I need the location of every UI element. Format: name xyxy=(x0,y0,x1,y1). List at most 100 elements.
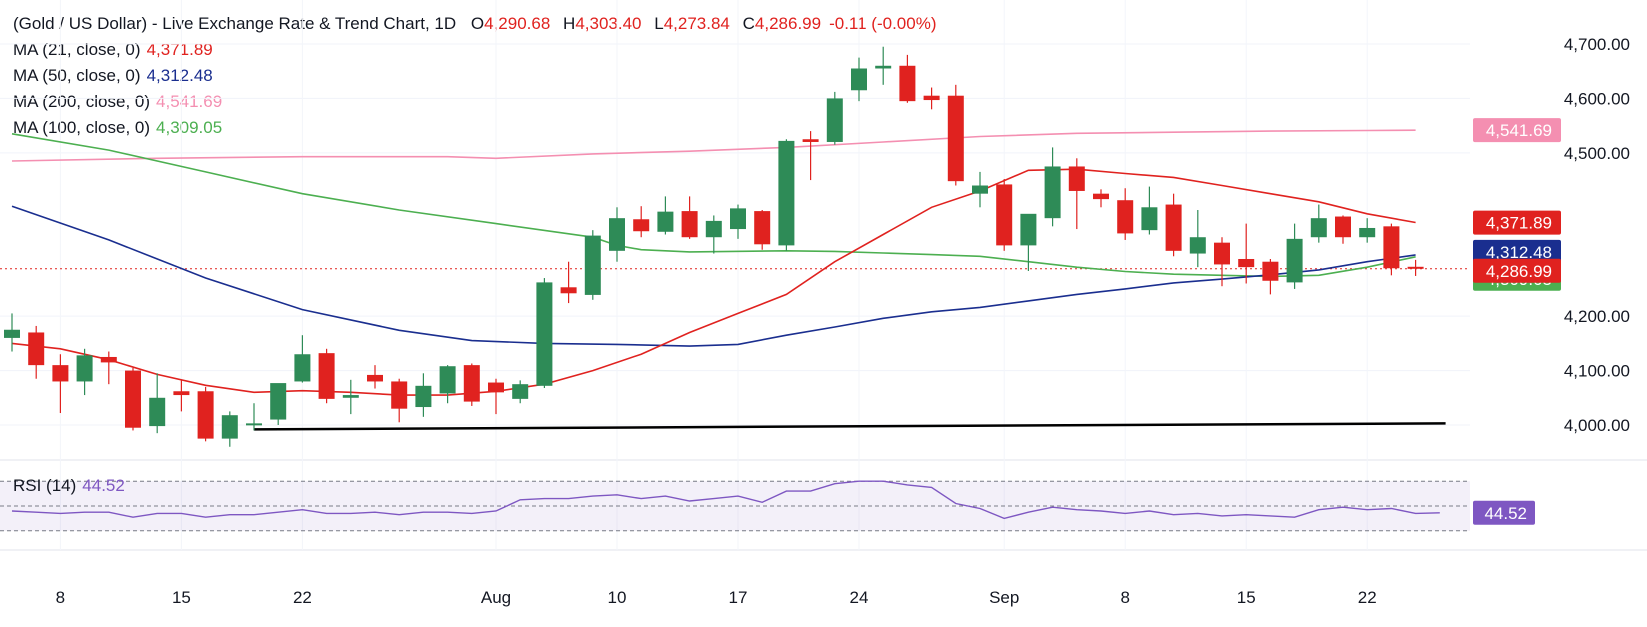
candle-body xyxy=(1117,200,1134,234)
candle-body xyxy=(633,219,650,232)
x-tick-label: Sep xyxy=(989,588,1019,607)
y-tick-label: 4,200.00 xyxy=(1564,307,1630,326)
candle-body xyxy=(1286,238,1303,283)
candle-body xyxy=(560,287,577,294)
candle-body xyxy=(342,395,359,398)
chart-header: (Gold / US Dollar) - Live Exchange Rate … xyxy=(13,14,945,34)
open-value: 4,290.68 xyxy=(484,14,551,33)
x-tick-label: Aug xyxy=(481,588,511,607)
legend-ma50-value: 4,312.48 xyxy=(146,66,213,85)
legend-ma50-label: MA (50, close, 0) xyxy=(13,66,141,85)
price-tag-label: 4,312.48 xyxy=(1486,243,1552,262)
candle-body xyxy=(923,95,940,101)
candle-body xyxy=(367,374,383,382)
candle-body xyxy=(415,385,432,408)
y-tick-label: 4,600.00 xyxy=(1564,89,1630,108)
candle-body xyxy=(1165,204,1182,251)
candle-body xyxy=(4,329,20,338)
candle-body xyxy=(536,282,553,386)
legend-ma21-value: 4,371.89 xyxy=(146,40,213,59)
candle-body xyxy=(1359,227,1376,238)
candle-body xyxy=(996,184,1013,246)
candle-body xyxy=(1238,258,1255,268)
candle-body xyxy=(100,356,117,363)
price-tag-label: 4,541.69 xyxy=(1486,121,1552,140)
price-tag xyxy=(1473,258,1561,283)
high-value: 4,303.40 xyxy=(575,14,642,33)
legend-ma200[interactable]: MA (200, close, 0) 4,541.69 xyxy=(13,92,228,112)
candle-body xyxy=(875,65,892,69)
candle-body xyxy=(899,65,916,102)
y-tick-label: 4,700.00 xyxy=(1564,35,1630,54)
candle-body xyxy=(294,354,311,382)
moving-average-lines xyxy=(11,129,1446,431)
candle-body xyxy=(1141,207,1158,231)
candle-body xyxy=(947,95,964,182)
candle-body xyxy=(802,139,819,142)
candle-body xyxy=(391,381,408,409)
x-tick-label: 10 xyxy=(608,588,627,607)
x-tick-label: 8 xyxy=(1120,588,1129,607)
candle-body xyxy=(28,332,45,366)
candle-body xyxy=(1093,193,1109,200)
candle-body xyxy=(246,423,262,426)
y-tick-label: 4,500.00 xyxy=(1564,144,1630,163)
candle-body xyxy=(1214,242,1230,265)
candle-body xyxy=(778,140,795,246)
x-tick-label: 8 xyxy=(56,588,65,607)
rsi-tag-label: 44.52 xyxy=(1484,504,1527,523)
price-tag xyxy=(1473,118,1561,143)
legend-ma21-label: MA (21, close, 0) xyxy=(13,40,141,59)
candle-body xyxy=(609,218,625,251)
close-key: C xyxy=(742,14,755,33)
ma21-line xyxy=(11,168,1416,396)
low-value: 4,273.84 xyxy=(663,14,730,33)
candle-body xyxy=(512,384,529,399)
candle-body xyxy=(1020,213,1037,246)
x-tick-label: 17 xyxy=(729,588,748,607)
ma100-line xyxy=(11,133,1416,278)
candle-body xyxy=(221,415,238,439)
candle-body xyxy=(1383,226,1400,269)
legend-rsi[interactable]: RSI (14) 44.52 xyxy=(13,476,131,496)
axis-labels: 4,700.00 4,600.00 4,500.00 4,200.00 4,100.00… xyxy=(56,35,1630,607)
legend-ma21[interactable]: MA (21, close, 0) 4,371.89 xyxy=(13,40,219,60)
ma50-line xyxy=(11,205,1416,347)
legend-ma100[interactable]: MA (100, close, 0) 4,309.05 xyxy=(13,118,228,138)
y-tick-label: 4,100.00 xyxy=(1564,362,1630,381)
price-tags: 4,541.694,371.894,312.484,309.054,286.99 xyxy=(1473,118,1561,291)
x-tick-label: 15 xyxy=(1237,588,1256,607)
legend-ma50[interactable]: MA (50, close, 0) 4,312.48 xyxy=(13,66,219,86)
price-tag xyxy=(1473,239,1561,264)
candle-body xyxy=(1189,237,1206,254)
high-key: H xyxy=(563,14,576,33)
change-value: -0.11 (-0.00%) xyxy=(829,14,937,33)
legend-rsi-label: RSI (14) xyxy=(13,476,77,495)
candle-body xyxy=(705,220,722,238)
candle-body xyxy=(1310,218,1327,238)
legend-ma100-value: 4,309.05 xyxy=(156,118,223,137)
candle-body xyxy=(1068,166,1085,191)
candle-body xyxy=(463,365,480,402)
candle-body xyxy=(1262,261,1279,281)
candle-body xyxy=(488,382,504,393)
candles xyxy=(4,46,1424,447)
support-line xyxy=(253,422,1446,431)
candle-body xyxy=(149,397,166,427)
candle-body xyxy=(826,98,843,142)
candle-body xyxy=(125,370,141,428)
symbol-title: (Gold / US Dollar) - Live Exchange Rate … xyxy=(13,14,457,33)
low-key: L xyxy=(654,14,664,33)
candle-body xyxy=(439,366,456,394)
candle-body xyxy=(318,353,335,399)
ma200-line xyxy=(11,129,1416,162)
legend-ma200-value: 4,541.69 xyxy=(156,92,223,111)
y-tick-label: 4,000.00 xyxy=(1564,416,1630,435)
candle-body xyxy=(754,211,771,245)
candle-body xyxy=(76,355,93,382)
price-tag xyxy=(1473,210,1561,235)
open-key: O xyxy=(470,14,485,33)
x-tick-label: 15 xyxy=(172,588,191,607)
rsi-tag xyxy=(1473,500,1535,525)
